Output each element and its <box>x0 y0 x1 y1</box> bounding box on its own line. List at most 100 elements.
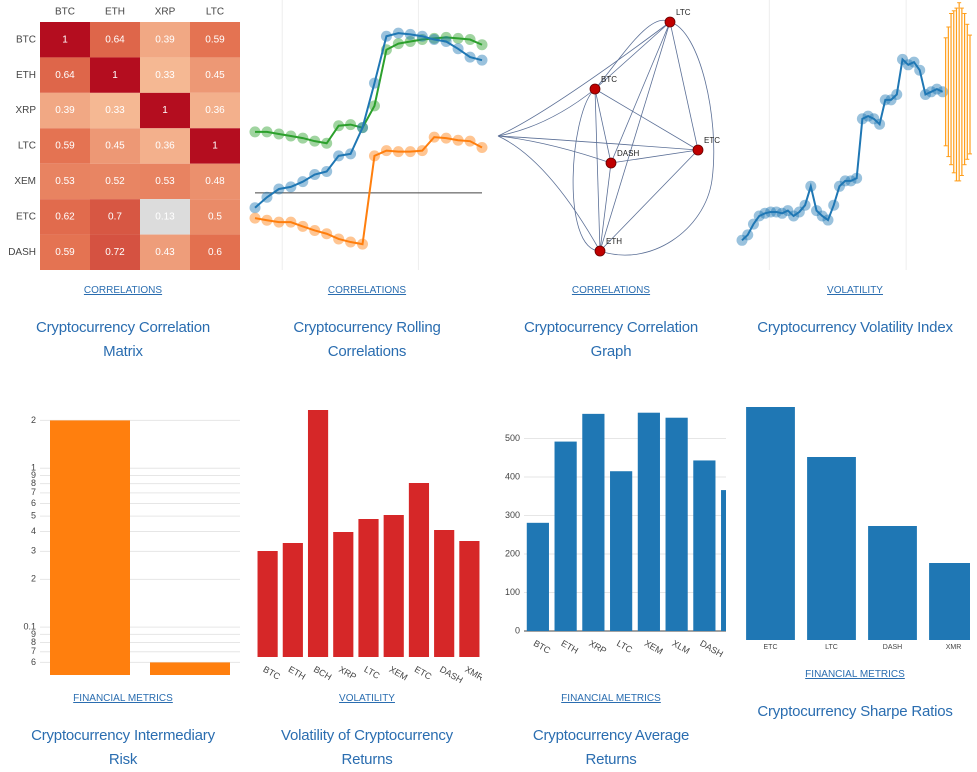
y-tick-label: 400 <box>505 471 520 481</box>
heatmap-cell <box>90 163 140 200</box>
card-title[interactable]: Cryptocurrency Volatility Index <box>757 319 953 336</box>
series-point <box>392 38 404 50</box>
series-point <box>428 34 440 46</box>
series-point <box>464 34 476 46</box>
series-point <box>845 175 857 187</box>
x-tick-label: DASH <box>698 638 725 659</box>
series-point <box>476 142 488 154</box>
category-link[interactable]: CORRELATIONS <box>327 285 407 296</box>
series-point <box>404 35 416 47</box>
cell-label: 1 <box>112 70 118 81</box>
edge <box>599 149 699 252</box>
node-label: DASH <box>617 149 639 158</box>
series-point <box>404 28 416 40</box>
series-point <box>782 205 794 217</box>
series-point <box>440 35 452 47</box>
card-title[interactable]: Cryptocurrency Correlation Matrix <box>35 319 211 360</box>
edge <box>599 21 671 252</box>
cell-label: 0.5 <box>208 211 222 222</box>
heatmap-cell <box>140 57 190 93</box>
series-point <box>297 176 309 188</box>
bars <box>50 420 230 675</box>
cell-label: 1 <box>212 141 218 152</box>
y-tick-label: 6 <box>31 657 36 667</box>
series-point <box>736 234 748 246</box>
bar <box>582 413 605 631</box>
heatmap-cell <box>190 57 240 93</box>
card-title[interactable]: Cryptocurrency Correlation Graph <box>523 319 699 360</box>
heatmap-cell <box>90 128 140 164</box>
chart-thumbnail <box>249 0 488 270</box>
y-tick-label: 2 <box>31 574 36 584</box>
x-tick-label: BTC <box>532 638 553 656</box>
series-point <box>897 53 909 65</box>
heatmap-cell <box>90 92 140 129</box>
category-link[interactable]: VOLATILITY <box>827 285 883 296</box>
x-tick-label: ETC <box>764 644 778 651</box>
series-point <box>309 135 321 147</box>
series-point <box>333 233 345 245</box>
y-tick-label: 500 <box>505 433 520 443</box>
y-tick-label: 0 <box>515 625 520 635</box>
row-label: XRP <box>15 105 36 116</box>
cell-label: 0.39 <box>155 34 175 45</box>
bar <box>358 519 379 657</box>
edge <box>669 21 699 151</box>
series-point <box>908 56 920 68</box>
series-point <box>765 206 777 218</box>
series-point <box>856 113 868 125</box>
heatmap-cell <box>40 22 90 58</box>
node-label: BTC <box>601 75 617 84</box>
node-label: ETH <box>606 237 622 246</box>
series-point <box>416 30 428 42</box>
y-tick-label: 8 <box>31 478 36 488</box>
category-link[interactable]: CORRELATIONS <box>83 285 163 296</box>
bar <box>434 530 455 657</box>
series-point <box>742 229 754 241</box>
series-point <box>874 118 886 130</box>
card-title[interactable]: Volatility of Cryptocurrency Returns <box>281 727 453 768</box>
cell-label: 0.6 <box>208 247 222 258</box>
category-link[interactable]: VOLATILITY <box>339 693 395 704</box>
series-point <box>753 210 765 222</box>
bar <box>929 563 970 640</box>
y-tick-label: 3 <box>31 546 36 556</box>
heatmap-cell <box>40 234 90 270</box>
category-link[interactable]: FINANCIAL METRICS <box>73 693 173 704</box>
cell-label: 0.59 <box>205 34 225 45</box>
x-tick-label: ETH <box>287 664 308 682</box>
series-point <box>776 207 788 219</box>
series-point <box>309 169 321 181</box>
x-tick-label: DASH <box>883 644 902 651</box>
series-line <box>741 57 944 242</box>
card-title[interactable]: Cryptocurrency Average Returns <box>532 727 690 768</box>
card-title[interactable]: Cryptocurrency Sharpe Ratios <box>757 703 953 720</box>
chart-thumbnail: BTC ETH XRP LTC BTC 1 0.64 0.39 0.59 ETH 0.64 1 0.33… <box>8 7 240 270</box>
series-point <box>879 94 891 106</box>
edge <box>594 88 601 252</box>
x-tick-label: XEM <box>388 664 410 682</box>
series-point <box>357 238 369 250</box>
category-link[interactable]: FINANCIAL METRICS <box>805 669 905 680</box>
series-line <box>255 36 483 145</box>
y-tick-label: 9 <box>31 470 36 480</box>
series-point <box>368 77 380 89</box>
y-tick-label: 7 <box>31 487 36 497</box>
category-link[interactable]: CORRELATIONS <box>571 285 651 296</box>
cell-label: 0.43 <box>155 247 175 258</box>
card-title[interactable]: Cryptocurrency Rolling Correlations <box>293 319 441 360</box>
node <box>692 144 704 156</box>
heatmap-cell <box>140 234 190 270</box>
edge <box>497 88 596 137</box>
bar <box>807 457 856 640</box>
bar <box>282 543 303 657</box>
y-tick-label: 7 <box>31 646 36 656</box>
cell-label: 0.62 <box>55 211 75 222</box>
series-point <box>297 220 309 232</box>
heatmap-cell <box>40 92 90 129</box>
cell-label: 0.64 <box>55 70 75 81</box>
series-point <box>404 146 416 158</box>
category-link[interactable]: FINANCIAL METRICS <box>561 693 661 704</box>
card-title[interactable]: Cryptocurrency Intermediary Risk <box>31 727 215 768</box>
